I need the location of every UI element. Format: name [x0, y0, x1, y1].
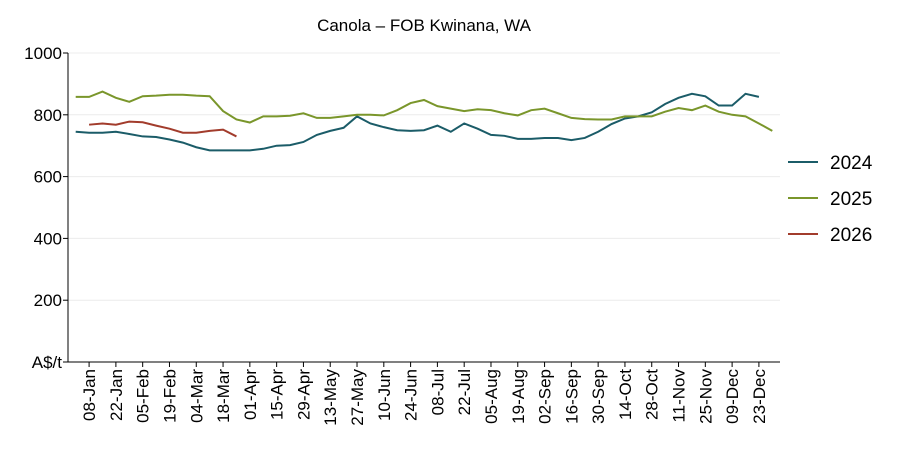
x-tick-label: 23-Dec	[750, 369, 769, 424]
series-line	[88, 120, 237, 138]
x-tick-label: 30-Sep	[589, 369, 608, 424]
x-tick-label: 13-May	[321, 369, 340, 426]
chart-title: Canola – FOB Kwinana, WA	[317, 16, 532, 35]
x-tick-label: 19-Feb	[160, 369, 179, 423]
x-tick-label: 02-Sep	[536, 369, 555, 424]
x-tick-label: 05-Aug	[482, 369, 501, 424]
legend-label: 2025	[830, 189, 872, 210]
x-tick-label: 05-Feb	[134, 369, 153, 423]
x-tick-label: 04-Mar	[187, 369, 206, 423]
x-tick-label: 28-Oct	[643, 369, 662, 420]
x-tick-label: 29-Apr	[294, 369, 313, 420]
y-tick-label: 800	[34, 106, 62, 125]
y-tick-label: 400	[34, 229, 62, 248]
x-tick-label: 11-Nov	[670, 369, 689, 423]
y-tick-label: A$/t	[32, 353, 63, 372]
x-tick-label: 19-Aug	[509, 369, 528, 424]
x-tick-label: 16-Sep	[562, 369, 581, 424]
y-tick-label: 200	[34, 291, 62, 310]
x-tick-label: 01-Apr	[241, 369, 260, 420]
x-tick-label: 27-May	[348, 369, 367, 426]
x-tick-label: 10-Jun	[375, 369, 394, 421]
x-tick-label: 09-Dec	[723, 369, 742, 424]
x-tick-label: 15-Apr	[268, 369, 287, 420]
x-tick-label: 24-Jun	[402, 369, 421, 421]
series-line	[75, 92, 760, 152]
series-line	[75, 90, 773, 132]
x-tick-label: 14-Oct	[616, 369, 635, 420]
x-tick-label: 08-Jul	[428, 369, 447, 415]
x-tick-label: 25-Nov	[696, 369, 715, 424]
y-tick-label: 1000	[24, 44, 62, 63]
legend-label: 2024	[830, 153, 873, 174]
legend-label: 2026	[830, 225, 872, 246]
x-tick-label: 22-Jul	[455, 369, 474, 415]
y-tick-label: 600	[34, 168, 62, 187]
x-tick-label: 22-Jan	[107, 369, 126, 421]
x-tick-label: 08-Jan	[80, 369, 99, 421]
x-tick-label: 18-Mar	[214, 369, 233, 423]
